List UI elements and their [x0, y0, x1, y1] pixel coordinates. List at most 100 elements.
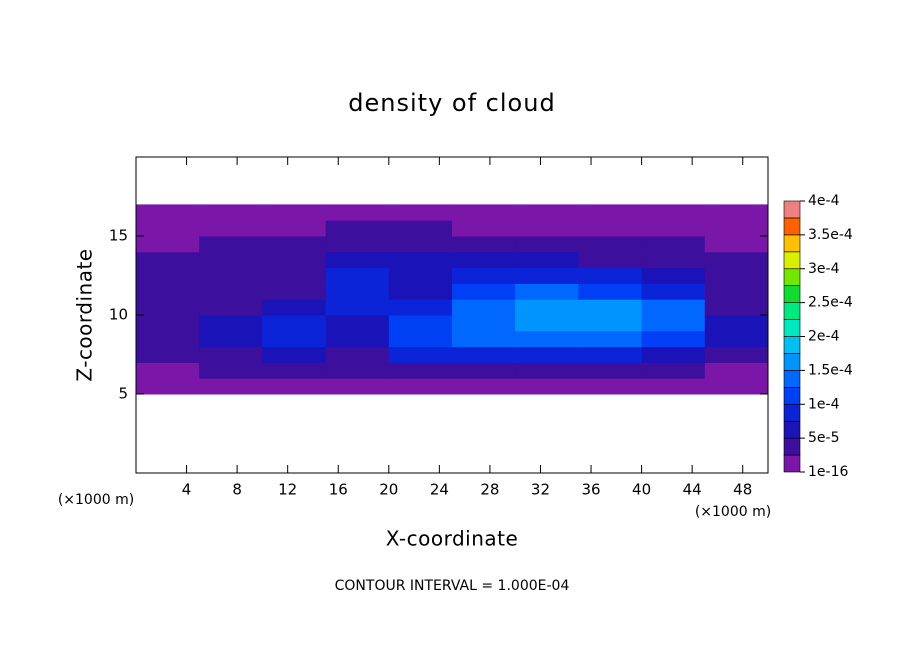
- cell: [641, 236, 706, 253]
- cell: [452, 220, 516, 237]
- cell: [388, 267, 453, 284]
- cell: [199, 315, 263, 332]
- colorbar-box: [783, 353, 801, 371]
- cell: [325, 236, 390, 253]
- cell: [578, 220, 643, 237]
- cell: [452, 315, 516, 332]
- cell: [262, 283, 327, 300]
- cell: [452, 283, 516, 300]
- cell: [136, 315, 200, 332]
- cell: [515, 220, 579, 237]
- colorbar-tick-label: 3.5e-4: [808, 227, 853, 243]
- cell: [325, 330, 390, 348]
- cell: [199, 220, 263, 237]
- cell: [388, 283, 453, 300]
- colorbar-tick-label: 1e-4: [808, 396, 840, 412]
- cell: [136, 378, 200, 395]
- y-unit-label: (×1000 m): [58, 492, 134, 508]
- cell: [704, 220, 769, 237]
- footer-note: CONTOUR INTERVAL = 1.000E-04: [335, 578, 570, 594]
- cell: [388, 236, 453, 253]
- cell: [325, 378, 390, 395]
- colorbar-box: [783, 420, 801, 439]
- cell: [136, 204, 200, 221]
- cell: [199, 330, 263, 348]
- plot-frame: [135, 156, 769, 474]
- cell: [452, 236, 516, 253]
- cell: [578, 283, 643, 300]
- cell: [578, 299, 643, 316]
- cell: [325, 267, 390, 284]
- cell: [136, 251, 200, 269]
- cell: [262, 267, 327, 284]
- cell: [515, 236, 579, 253]
- cell: [641, 346, 706, 363]
- colorbar-tick-label: 3e-4: [808, 261, 840, 277]
- cell: [641, 299, 706, 316]
- cell: [199, 204, 263, 221]
- cell: [325, 220, 390, 237]
- cell: [199, 251, 263, 269]
- colorbar-box: [783, 217, 801, 236]
- colorbar-box: [783, 268, 801, 286]
- cell: [325, 204, 390, 221]
- cell: [452, 204, 516, 221]
- field: [136, 204, 769, 395]
- x-tick-label: 16: [329, 481, 348, 499]
- cell: [262, 315, 327, 332]
- cell: [325, 283, 390, 300]
- colorbar-tick-label: 1.5e-4: [808, 362, 853, 378]
- x-tick-label: 44: [683, 481, 702, 499]
- cell: [578, 267, 643, 284]
- cell: [325, 315, 390, 332]
- cell: [578, 251, 643, 269]
- y-tick-label: 10: [109, 306, 128, 324]
- cell: [199, 283, 263, 300]
- x-tick-label: 36: [581, 481, 600, 499]
- cell: [136, 267, 200, 284]
- cell: [325, 346, 390, 363]
- cell: [641, 204, 706, 221]
- cell: [262, 220, 327, 237]
- y-tick-label: 5: [118, 385, 128, 403]
- cell: [452, 267, 516, 284]
- cell: [199, 362, 263, 379]
- cell: [136, 283, 200, 300]
- cell: [704, 330, 769, 348]
- cell: [262, 236, 327, 253]
- colorbar-tick-label: 2.5e-4: [808, 295, 853, 311]
- cell: [641, 362, 706, 379]
- colorbar-box: [783, 437, 801, 456]
- x-tick-label: 40: [632, 481, 651, 499]
- cell: [704, 204, 769, 221]
- colorbar: 1e-16 5e-5 1e-4 1.5e-4 2e-4 2.5e-4 3e-4 3.5e-4 4…: [783, 193, 853, 480]
- cell: [704, 346, 769, 363]
- cell: [262, 346, 327, 363]
- cell: [452, 299, 516, 316]
- cell: [641, 220, 706, 237]
- cell: [578, 236, 643, 253]
- x-tick-label: 20: [379, 481, 398, 499]
- colorbar-box: [783, 234, 801, 253]
- colorbar-box: [783, 336, 801, 354]
- cell: [199, 346, 263, 363]
- x-tick-label: 32: [531, 481, 550, 499]
- colorbar-box: [783, 285, 801, 303]
- cell: [578, 362, 643, 379]
- x-tick-label: 28: [480, 481, 499, 499]
- cell: [199, 299, 263, 316]
- cell: [578, 315, 643, 332]
- cell: [704, 251, 769, 269]
- cell: [136, 220, 200, 237]
- cell: [262, 251, 327, 269]
- cell: [262, 330, 327, 348]
- cell: [515, 267, 579, 284]
- cell: [704, 236, 769, 253]
- cell: [704, 283, 769, 300]
- colorbar-tick-label: 1e-16: [808, 464, 848, 480]
- x-axis-title: X-coordinate: [386, 527, 519, 551]
- cell: [388, 251, 453, 269]
- cell: [515, 251, 579, 269]
- x-tick-label: 48: [733, 481, 752, 499]
